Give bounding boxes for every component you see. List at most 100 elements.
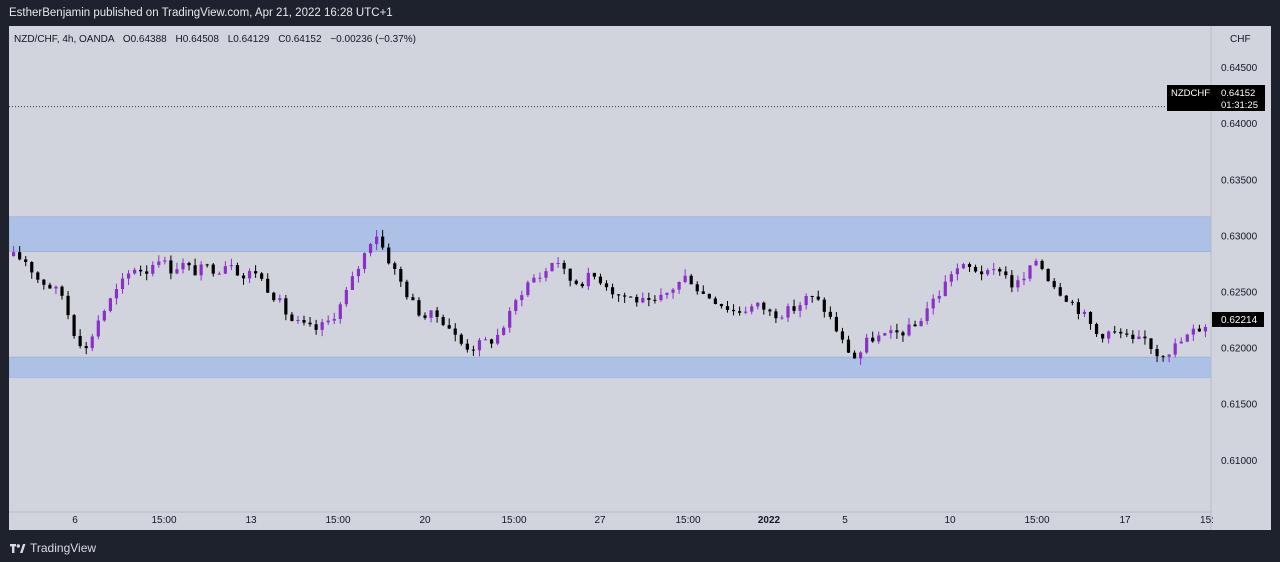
candle <box>102 309 106 322</box>
candle <box>223 261 227 275</box>
candle <box>108 297 112 313</box>
candle <box>48 282 52 289</box>
candle <box>78 329 82 349</box>
time-tick-label: 20 <box>419 515 431 526</box>
candle <box>502 325 506 336</box>
candle <box>1010 270 1014 293</box>
candle <box>24 256 28 267</box>
candle <box>859 351 863 365</box>
time-tick-label: 15: <box>1200 515 1214 526</box>
candle <box>725 300 730 313</box>
price-zone-2 <box>8 356 1212 378</box>
price-axis[interactable]: 0.64500 0.64000 0.63500 0.63000 0.62500 0.620… <box>1221 63 1258 467</box>
candle <box>435 306 439 323</box>
candle <box>677 281 681 294</box>
price-tick-label: 0.61500 <box>1221 400 1258 411</box>
candle <box>308 316 312 327</box>
tradingview-logo-icon <box>10 544 26 553</box>
candle <box>738 306 742 316</box>
candle <box>1173 338 1177 358</box>
candle <box>278 294 282 303</box>
candle <box>556 257 560 268</box>
candle <box>1191 324 1195 341</box>
candle <box>272 291 276 302</box>
candle <box>961 262 966 270</box>
candle <box>937 290 941 303</box>
candle <box>635 294 639 307</box>
candle <box>1052 278 1056 290</box>
candle <box>1082 309 1087 318</box>
last-price-tag-bg <box>1167 85 1265 111</box>
legend-symbol: NZD/CHF, 4h, OANDA <box>14 34 115 45</box>
time-tick-label: 2022 <box>758 515 781 526</box>
candle <box>229 258 233 271</box>
candle <box>592 272 596 280</box>
chart-pane[interactable]: 0.64500 0.64000 0.63500 0.63000 0.62500 0.620… <box>8 26 1271 530</box>
candle <box>350 271 354 290</box>
candle <box>1070 299 1074 306</box>
candle <box>913 320 917 327</box>
candle <box>610 283 615 299</box>
candle <box>1113 325 1117 334</box>
candle <box>1161 355 1165 362</box>
candle <box>1149 338 1153 354</box>
candle <box>175 262 179 275</box>
candle <box>683 269 687 284</box>
candle <box>998 267 1002 276</box>
candle <box>145 265 149 281</box>
time-tick-label: 5 <box>842 515 848 526</box>
candle <box>1076 298 1080 320</box>
candle <box>84 341 88 355</box>
candle <box>604 280 609 291</box>
candle <box>1094 322 1099 337</box>
candle <box>338 301 342 324</box>
candle <box>598 273 603 286</box>
candle <box>12 245 16 257</box>
price-tick-label: 0.63500 <box>1221 175 1258 186</box>
candles <box>12 229 1208 365</box>
candle <box>580 281 584 289</box>
candle <box>641 292 645 304</box>
candle <box>375 230 379 251</box>
price-zone-1 <box>8 216 1212 252</box>
candle <box>586 267 590 290</box>
price-tick-label: 0.62500 <box>1221 288 1258 299</box>
candle <box>326 315 330 325</box>
crosshair-price-tag: 0.62214 <box>1212 312 1264 327</box>
candle <box>550 262 554 272</box>
time-tick-label: 15:00 <box>1024 515 1049 526</box>
candle <box>381 229 385 250</box>
candle <box>477 337 482 357</box>
footer: TradingView <box>0 534 1280 562</box>
candle <box>834 311 838 333</box>
candle <box>344 286 348 307</box>
candle <box>949 271 953 287</box>
candle <box>241 273 246 285</box>
candle <box>1197 324 1201 332</box>
candle <box>574 279 578 286</box>
candle <box>1119 328 1123 339</box>
candle <box>1137 330 1141 340</box>
candle <box>447 318 451 330</box>
candle <box>1022 271 1026 286</box>
candle <box>1101 333 1105 343</box>
time-axis[interactable]: 6 15:00 13 15:00 20 15:00 27 15:00 2022 5 10 15:00 1… <box>72 515 1214 526</box>
candle <box>1179 337 1183 344</box>
price-tick-label: 0.62000 <box>1221 344 1258 355</box>
candle <box>217 271 221 275</box>
candle <box>701 285 705 295</box>
candle <box>840 327 845 344</box>
time-tick-label: 13 <box>245 515 257 526</box>
time-tick-label: 15:00 <box>675 515 700 526</box>
price-tick-label: 0.64500 <box>1221 63 1258 74</box>
candle <box>30 261 34 279</box>
legend-open: O0.64388 <box>123 34 167 45</box>
candle <box>883 332 887 337</box>
candle <box>907 317 911 337</box>
candle <box>163 256 167 265</box>
publish-text: EstherBenjamin published on TradingView.… <box>9 7 393 19</box>
candle <box>423 312 427 320</box>
candlestick-chart[interactable]: 0.64500 0.64000 0.63500 0.63000 0.62500 0.620… <box>8 26 1271 530</box>
candle <box>133 267 137 275</box>
candle <box>1143 330 1147 345</box>
